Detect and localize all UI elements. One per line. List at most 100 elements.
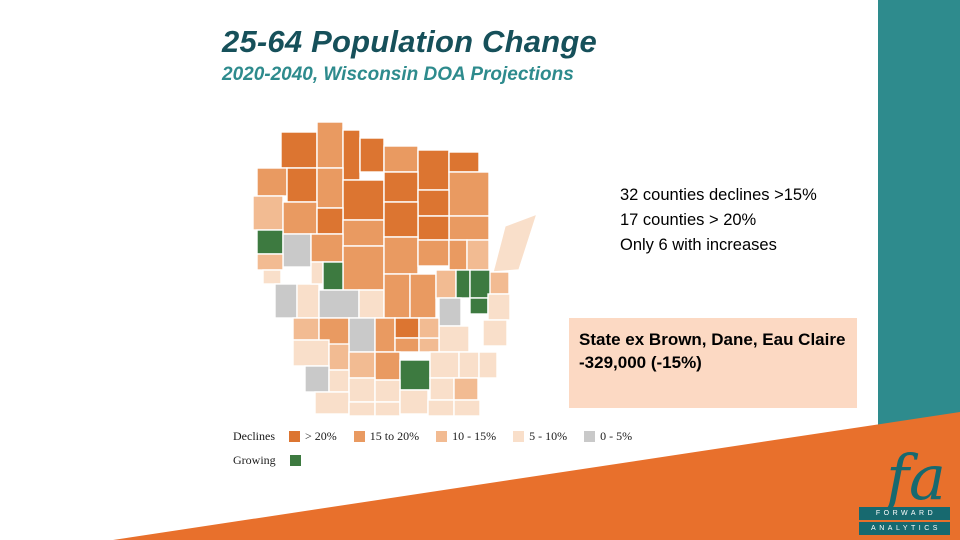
county-cell [310, 233, 344, 263]
legend-swatch [436, 431, 448, 442]
county-cell [394, 337, 420, 353]
stat-line-1: 32 counties declines >15% [620, 186, 817, 204]
legend-swatch [513, 431, 525, 442]
wisconsin-choropleth-map [253, 122, 539, 417]
county-cell [399, 359, 431, 391]
legend-declines-items: > 20% 15 to 20% 10 - 15% 5 - 10% 0 - 5% [288, 429, 632, 444]
legend-item-label: 10 - 15% [452, 429, 497, 443]
county-cell [492, 212, 539, 273]
county-cell [487, 293, 511, 321]
county-cell [280, 131, 318, 169]
county-cell [466, 239, 490, 271]
county-cell [253, 195, 284, 231]
county-cell [448, 171, 490, 217]
stat-line-3: Only 6 with increases [620, 235, 777, 254]
page-title: 25-64 Population Change [222, 24, 597, 59]
county-cell [256, 167, 288, 197]
legend-swatch [584, 431, 596, 442]
legend-item-label: 15 to 20% [369, 429, 420, 443]
county-cell [383, 236, 419, 275]
county-cell [383, 171, 419, 203]
county-cell [438, 297, 462, 327]
county-cell [469, 297, 489, 315]
county-cell [453, 377, 479, 401]
county-cell [417, 215, 450, 241]
county-cell [256, 253, 284, 271]
county-cell [469, 269, 491, 299]
county-cell [448, 151, 480, 173]
county-cell [438, 325, 470, 353]
county-cell [358, 289, 385, 319]
county-cell [318, 289, 360, 319]
legend-swatch [353, 431, 365, 442]
county-cell [322, 261, 344, 291]
county-cell [348, 317, 376, 353]
logo-text-forward: FORWARD [859, 507, 950, 520]
county-cell [374, 401, 401, 417]
county-cell [374, 379, 401, 403]
county-cell [435, 269, 457, 299]
county-cell [348, 377, 376, 403]
county-cell [316, 207, 344, 235]
legend-declines-label: Declines [233, 429, 275, 443]
forward-analytics-logo: fa FORWARD ANALYTICS [859, 441, 950, 535]
stats-block: 32 counties declines >15% 17 counties > … [620, 183, 817, 257]
county-cell [383, 273, 411, 319]
county-cell [328, 369, 350, 393]
legend-item-label: 0 - 5% [600, 429, 633, 443]
county-cell [304, 365, 330, 393]
county-cell [374, 317, 396, 353]
legend-item: 15 to 20% [353, 429, 420, 444]
county-cell [316, 122, 344, 169]
legend-growing-row: Growing [233, 453, 632, 468]
county-cell [256, 229, 284, 255]
legend-declines-row: Declines > 20% 15 to 20% 10 - 15% 5 - 10% 0 … [233, 429, 632, 444]
county-cell [292, 339, 330, 367]
county-cell [429, 351, 460, 379]
stat-line-2: 17 counties > 20% [620, 210, 757, 229]
county-cell [282, 233, 312, 268]
county-cell [348, 351, 376, 379]
logo-fa-monogram: fa [886, 441, 946, 515]
county-cell [374, 351, 401, 381]
county-cell [342, 219, 385, 247]
county-cell [417, 239, 450, 267]
page-subtitle: 2020-2040, Wisconsin DOA Projections [222, 64, 574, 85]
county-cell [429, 377, 455, 401]
county-cell [478, 351, 498, 379]
county-cell [383, 201, 419, 238]
county-cell [342, 179, 385, 221]
county-cell [328, 343, 350, 371]
legend-item: 0 - 5% [584, 429, 632, 444]
county-cell [310, 261, 324, 285]
county-cell [394, 317, 420, 339]
county-cell [348, 401, 376, 417]
legend-item: > 20% [288, 429, 337, 444]
logo-text-analytics: ANALYTICS [859, 522, 950, 535]
map-legend: Declines > 20% 15 to 20% 10 - 15% 5 - 10% 0 … [233, 429, 632, 477]
county-cell [455, 269, 471, 299]
county-cell [296, 283, 320, 319]
county-cell [292, 317, 320, 341]
county-cell [282, 201, 318, 235]
county-cell [274, 283, 298, 319]
county-cell [453, 399, 481, 417]
legend-item-label: 5 - 10% [529, 429, 568, 443]
legend-swatch [288, 431, 300, 442]
county-cell [342, 245, 385, 291]
county-cell [418, 337, 440, 353]
county-cell [482, 319, 508, 347]
legend-item: 5 - 10% [513, 429, 567, 444]
county-cell [286, 167, 318, 203]
growing-swatch [289, 455, 301, 466]
county-cell [316, 167, 344, 209]
county-cell [383, 145, 419, 173]
county-cell [262, 269, 282, 285]
callout-line-2: -329,000 (-15%) [579, 352, 702, 372]
county-cell [458, 351, 480, 379]
legend-growing-label: Growing [233, 453, 276, 467]
county-cell [409, 273, 437, 319]
county-cell [342, 129, 361, 181]
county-cell [448, 215, 490, 241]
state-summary-callout: State ex Brown, Dane, Eau Claire -329,00… [569, 318, 857, 408]
